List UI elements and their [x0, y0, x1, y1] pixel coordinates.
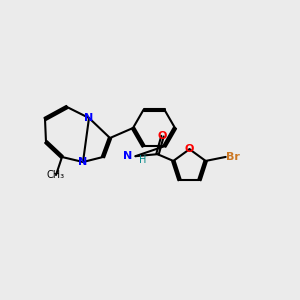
Text: H: H — [139, 155, 146, 165]
Text: CH₃: CH₃ — [47, 170, 65, 180]
Text: Br: Br — [226, 152, 239, 162]
Text: N: N — [84, 113, 94, 123]
Text: O: O — [185, 144, 194, 154]
Text: N: N — [123, 151, 133, 161]
Text: N: N — [78, 157, 88, 167]
Text: O: O — [158, 131, 167, 141]
